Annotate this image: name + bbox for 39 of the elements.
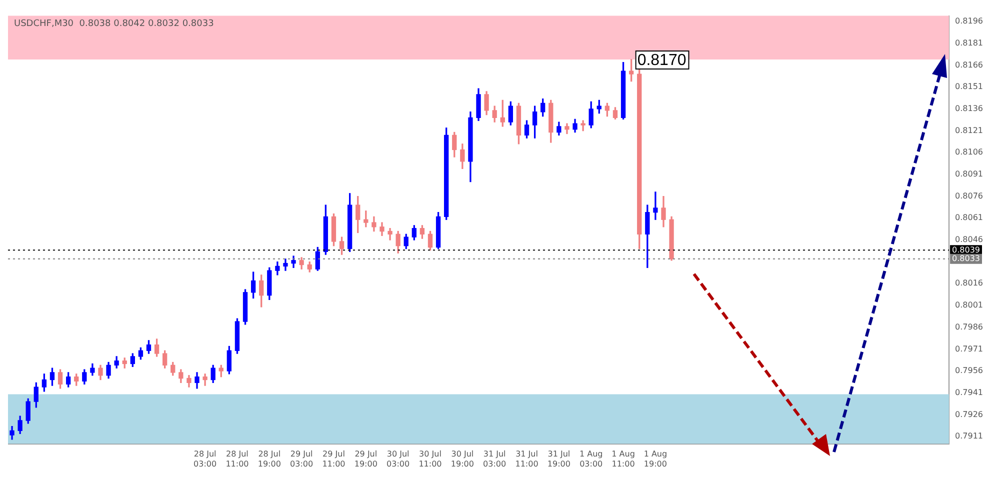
y-tick-label: 0.7926: [955, 410, 984, 419]
x-tick-label: 1 Aug 19:00: [644, 450, 668, 468]
y-tick-label: 0.7911: [955, 432, 984, 441]
x-tick-label: 1 Aug 11:00: [612, 450, 635, 468]
y-tick-label: 0.8061: [955, 213, 984, 222]
x-tick-label: 28 Jul 11:00: [226, 450, 249, 468]
ref-line-label: 0.8039: [952, 245, 980, 254]
ref-line-label: 0.8033: [952, 254, 980, 263]
y-tick-label: 0.8136: [955, 104, 984, 114]
y-tick-label: 0.7971: [955, 344, 984, 354]
x-tick-label: 30 Jul 03:00: [386, 450, 410, 468]
x-tick-label: 31 Jul 19:00: [547, 450, 570, 468]
y-tick-label: 0.7941: [955, 388, 984, 397]
y-tick-label: 0.8181: [955, 38, 984, 48]
candlestick: [653, 192, 658, 220]
y-tick-label: 0.8121: [955, 126, 984, 135]
y-tick-label: 0.8091: [955, 170, 984, 179]
x-tick-label: 28 Jul 03:00: [194, 450, 217, 468]
y-tick-label: 0.8151: [955, 82, 984, 92]
x-tick-label: 29 Jul 19:00: [354, 450, 378, 468]
y-tick-label: 0.8046: [955, 235, 984, 244]
x-tick-label: 30 Jul 19:00: [450, 450, 474, 468]
y-tick-label: 0.8166: [955, 60, 984, 70]
x-tick-label: 29 Jul 03:00: [290, 450, 314, 468]
x-tick-label: 1 Aug 03:00: [579, 450, 603, 468]
x-tick-label: 29 Jul 11:00: [322, 450, 346, 468]
y-tick-label: 0.7956: [955, 366, 984, 376]
x-tick-label: 31 Jul 11:00: [515, 450, 538, 468]
x-tick-label: 28 Jul 19:00: [258, 450, 281, 468]
y-tick-label: 0.7986: [955, 322, 984, 332]
annotation: 0.8170: [637, 52, 686, 69]
chart-title: USDCHF,M30 0.8038 0.8042 0.8032 0.8033: [14, 19, 214, 30]
x-tick-label: 30 Jul 11:00: [418, 450, 442, 468]
y-tick-label: 0.8076: [955, 191, 984, 200]
y-tick-label: 0.8106: [955, 148, 984, 157]
y-tick-label: 0.8001: [955, 300, 984, 310]
x-tick-label: 31 Jul 03:00: [483, 450, 506, 468]
y-tick-label: 0.8016: [955, 278, 984, 288]
y-tick-label: 0.8196: [955, 16, 984, 26]
